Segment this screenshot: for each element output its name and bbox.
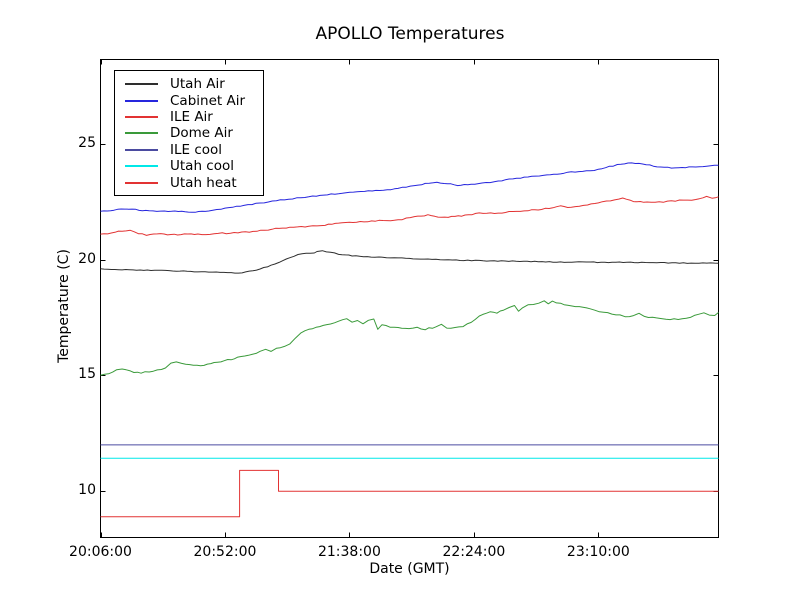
- y-tick-label: 20: [78, 250, 96, 267]
- legend-line-sample: [125, 83, 158, 86]
- legend-line-sample: [125, 165, 158, 168]
- legend-line-sample: [125, 115, 158, 118]
- legend-item-utah-cool: Utah cool: [115, 158, 263, 174]
- x-tick-label: 22:24:00: [442, 544, 506, 560]
- legend-item-ile-cool: ILE cool: [115, 142, 263, 158]
- legend-label: Utah Air: [170, 76, 225, 93]
- x-tick-label: 23:10:00: [566, 544, 630, 560]
- chart-title: APOLLO Temperatures: [315, 24, 505, 44]
- legend-item-dome-air: Dome Air: [115, 125, 263, 141]
- x-tick-label: 20:06:00: [69, 544, 132, 560]
- legend-item-cabinet-air: Cabinet Air: [115, 92, 263, 109]
- series-line-utah-heat: [100, 469, 719, 518]
- x-tick-label: 21:38:00: [317, 544, 381, 560]
- x-axis-label: Date (GMT): [369, 561, 450, 577]
- legend-label: Dome Air: [170, 125, 233, 142]
- y-tick-label: 15: [78, 366, 96, 383]
- x-tick-label: 20:52:00: [193, 544, 257, 560]
- legend-line-sample: [125, 132, 158, 135]
- series-line-ile-air: [100, 195, 719, 236]
- series-line-cabinet-air: [100, 162, 719, 213]
- y-tick-label: 25: [78, 134, 96, 151]
- legend-item-ile-air: ILE Air: [115, 109, 263, 125]
- legend-item-utah-air: Utah Air: [115, 76, 263, 92]
- legend-item-utah-heat: Utah heat: [115, 174, 263, 191]
- legend: Utah Air Cabinet Air ILE Air Dome Air ILE co…: [114, 70, 264, 196]
- axes-frame: [100, 59, 719, 538]
- series-line-dome-air: [100, 300, 719, 376]
- legend-label: ILE cool: [170, 141, 223, 158]
- legend-label: Utah cool: [170, 158, 234, 175]
- legend-line-sample: [125, 148, 158, 151]
- legend-line-sample: [125, 181, 158, 184]
- legend-label: Utah heat: [170, 174, 237, 191]
- y-tick-label: 10: [78, 482, 96, 499]
- legend-label: ILE Air: [170, 108, 213, 125]
- legend-label: Cabinet Air: [170, 92, 246, 109]
- legend-line-sample: [125, 99, 158, 102]
- series-line-utah-air: [100, 250, 719, 274]
